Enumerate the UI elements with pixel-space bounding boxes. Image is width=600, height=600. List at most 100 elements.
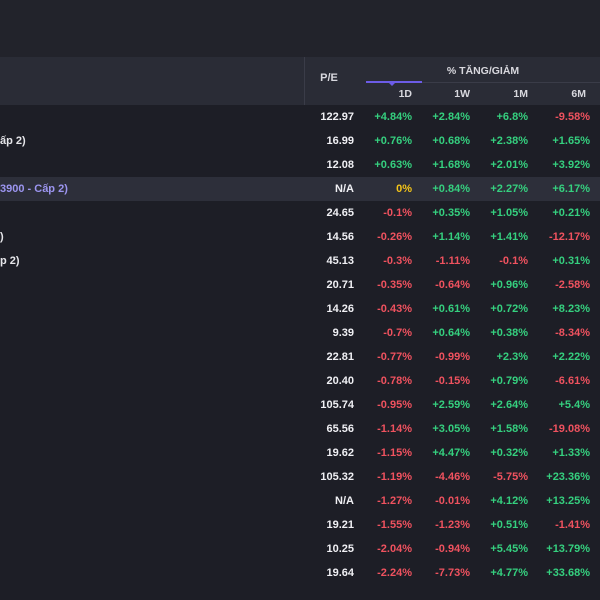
change-6m: -6.61%	[555, 375, 590, 387]
pe-value: 105.74	[320, 399, 354, 411]
change-1m: +6.8%	[496, 111, 529, 123]
change-1m: +0.96%	[490, 279, 528, 291]
table-row[interactable]: 20.71 -0.35% -0.64% +0.96% -2.58%	[0, 273, 600, 297]
change-1w: +0.84%	[432, 183, 470, 195]
change-6m: -19.08%	[549, 423, 590, 435]
change-1d: -2.24%	[377, 567, 412, 579]
pe-value: 14.56	[326, 231, 354, 243]
change-1d: -0.78%	[377, 375, 412, 387]
change-1w: +4.47%	[432, 447, 470, 459]
period-header-1m[interactable]: 1M	[513, 88, 528, 100]
table-row[interactable]: 122.97 +4.84% +2.84% +6.8% -9.58%	[0, 105, 600, 129]
industry-name: p 2)	[0, 255, 20, 267]
table-row[interactable]: 9.39 -0.7% +0.64% +0.38% -8.34%	[0, 321, 600, 345]
pe-value: 20.71	[326, 279, 354, 291]
pe-value: 24.65	[326, 207, 354, 219]
change-1w: +2.59%	[432, 399, 470, 411]
change-6m: +8.23%	[552, 303, 590, 315]
change-6m: +0.21%	[552, 207, 590, 219]
table-row[interactable]: 24.65 -0.1% +0.35% +1.05% +0.21%	[0, 201, 600, 225]
period-header-6m[interactable]: 6M	[571, 88, 586, 100]
change-1d: +4.84%	[374, 111, 412, 123]
pe-value: 10.25	[326, 543, 354, 555]
header-divider	[304, 57, 305, 105]
change-1m: +2.01%	[490, 159, 528, 171]
change-1w: -0.99%	[435, 351, 470, 363]
pe-value: 20.40	[326, 375, 354, 387]
change-1m: +2.27%	[490, 183, 528, 195]
top-bar	[0, 0, 600, 57]
pe-value: 19.62	[326, 447, 354, 459]
period-header-1d[interactable]: 1D	[398, 88, 412, 100]
change-1w: -7.73%	[435, 567, 470, 579]
pe-value: N/A	[335, 183, 354, 195]
change-6m: -8.34%	[555, 327, 590, 339]
change-6m: +1.65%	[552, 135, 590, 147]
industry-name: )	[0, 231, 4, 243]
change-1w: -1.11%	[435, 255, 470, 267]
table-row[interactable]: 105.32 -1.19% -4.46% -5.75% +23.36%	[0, 465, 600, 489]
change-1m: +4.12%	[490, 495, 528, 507]
table-row[interactable]: 14.26 -0.43% +0.61% +0.72% +8.23%	[0, 297, 600, 321]
pe-value: 9.39	[332, 327, 354, 339]
table-row[interactable]: p 2) 45.13 -0.3% -1.11% -0.1% +0.31%	[0, 249, 600, 273]
change-1w: -0.15%	[435, 375, 470, 387]
change-1w: +1.14%	[432, 231, 470, 243]
change-1w: +2.84%	[432, 111, 470, 123]
table-row[interactable]: 22.81 -0.77% -0.99% +2.3% +2.22%	[0, 345, 600, 369]
pe-value: 22.81	[326, 351, 354, 363]
change-6m: -2.58%	[555, 279, 590, 291]
change-1w: -4.46%	[435, 471, 470, 483]
change-1m: +5.45%	[490, 543, 528, 555]
table-row[interactable]: 19.64 -2.24% -7.73% +4.77% +33.68%	[0, 561, 600, 585]
period-header-1w[interactable]: 1W	[454, 88, 470, 100]
change-6m: -1.41%	[555, 519, 590, 531]
change-1m: +2.3%	[496, 351, 529, 363]
table-row[interactable]: 10.25 -2.04% -0.94% +5.45% +13.79%	[0, 537, 600, 561]
pe-value: 122.97	[320, 111, 354, 123]
change-1w: +0.35%	[432, 207, 470, 219]
table-row[interactable]: 65.56 -1.14% +3.05% +1.58% -19.08%	[0, 417, 600, 441]
change-6m: +6.17%	[552, 183, 590, 195]
change-1d: +0.76%	[374, 135, 412, 147]
table-row[interactable]: 19.62 -1.15% +4.47% +0.32% +1.33%	[0, 441, 600, 465]
change-1m: +0.72%	[490, 303, 528, 315]
change-1d: -1.14%	[377, 423, 412, 435]
change-6m: +23.36%	[546, 471, 590, 483]
change-1d: 0%	[396, 183, 412, 195]
table-row[interactable]: 12.08 +0.63% +1.68% +2.01% +3.92%	[0, 153, 600, 177]
change-1d: -0.7%	[383, 327, 412, 339]
change-1d: -2.04%	[377, 543, 412, 555]
pe-value: 105.32	[320, 471, 354, 483]
change-1d: -0.95%	[377, 399, 412, 411]
table-row[interactable]: N/A -1.27% -0.01% +4.12% +13.25%	[0, 489, 600, 513]
change-1d: -0.35%	[377, 279, 412, 291]
table-row[interactable]: 20.40 -0.78% -0.15% +0.79% -6.61%	[0, 369, 600, 393]
industry-name: 3900 - Cấp 2)	[0, 183, 68, 195]
change-1d: -1.19%	[377, 471, 412, 483]
pe-value: 14.26	[326, 303, 354, 315]
pe-column-header[interactable]: P/E	[320, 72, 338, 84]
change-1m: +0.79%	[490, 375, 528, 387]
change-1m: +0.38%	[490, 327, 528, 339]
change-1w: +3.05%	[432, 423, 470, 435]
change-6m: +1.33%	[552, 447, 590, 459]
table-row[interactable]: ) 14.56 -0.26% +1.14% +1.41% -12.17%	[0, 225, 600, 249]
industry-name: ấp 2)	[0, 135, 26, 147]
table-row[interactable]: 3900 - Cấp 2) N/A 0% +0.84% +2.27% +6.17%	[0, 177, 600, 201]
pe-value: 45.13	[326, 255, 354, 267]
change-6m: +2.22%	[552, 351, 590, 363]
change-6m: -12.17%	[549, 231, 590, 243]
pe-value: 16.99	[326, 135, 354, 147]
change-6m: +13.79%	[546, 543, 590, 555]
change-6m: +0.31%	[552, 255, 590, 267]
table-row[interactable]: ấp 2) 16.99 +0.76% +0.68% +2.38% +1.65%	[0, 129, 600, 153]
change-1w: +0.61%	[432, 303, 470, 315]
change-1w: -0.01%	[435, 495, 470, 507]
table-header	[0, 57, 600, 105]
change-1d: -0.1%	[383, 207, 412, 219]
change-1w: -1.23%	[435, 519, 470, 531]
table-row[interactable]: 105.74 -0.95% +2.59% +2.64% +5.4%	[0, 393, 600, 417]
table-row[interactable]: 19.21 -1.55% -1.23% +0.51% -1.41%	[0, 513, 600, 537]
change-1w: +1.68%	[432, 159, 470, 171]
